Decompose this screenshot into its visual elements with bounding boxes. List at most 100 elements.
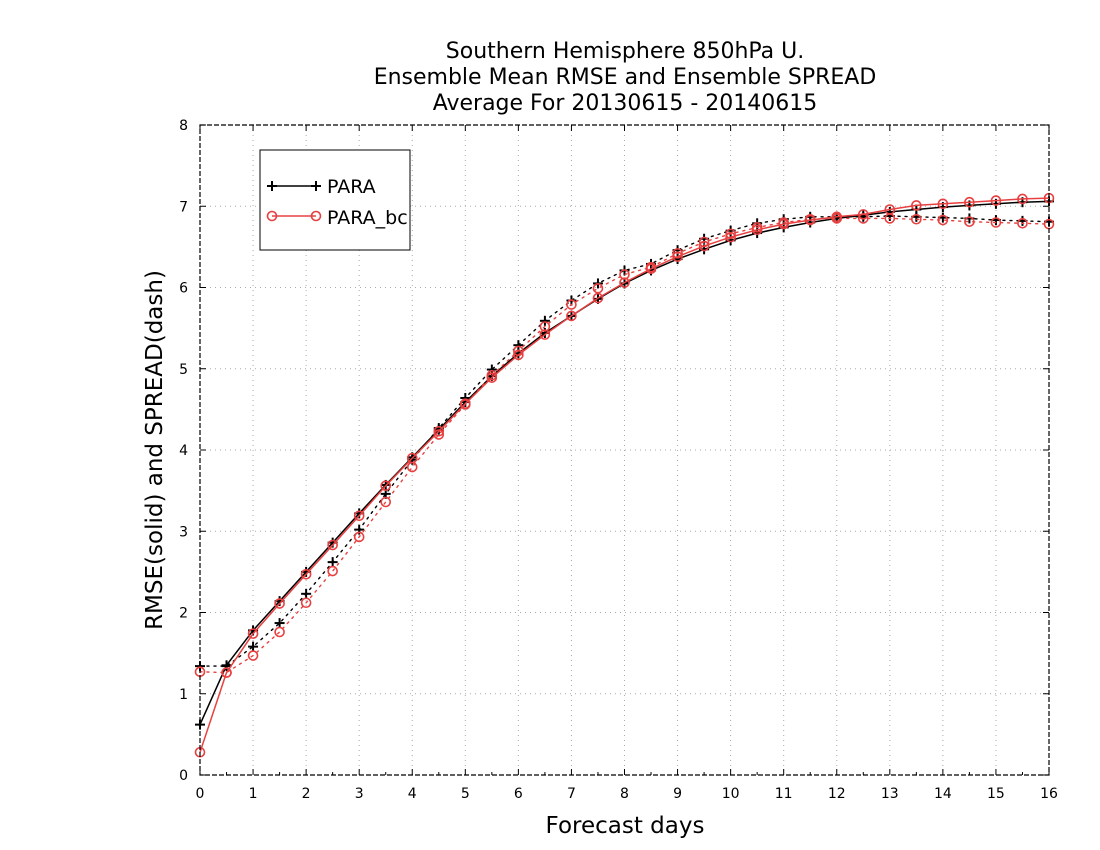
spread-point-para-bc: [725, 228, 736, 240]
spread-point-para-bc: [645, 261, 657, 273]
spread-point-para-bc: [486, 369, 498, 381]
spread-point-para-bc: [406, 461, 418, 473]
chart-title: Southern Hemisphere 850hPa U. Ensemble M…: [374, 39, 877, 116]
y-tick-label: 6: [179, 281, 188, 297]
spread-point-para-bc: [672, 248, 683, 259]
spread-point-para-bc: [804, 213, 816, 225]
spread-point-para: [301, 588, 312, 599]
spread-point-para-bc: [937, 214, 949, 226]
spread-point-para-bc: [539, 321, 551, 332]
spread-point-para-bc: [380, 496, 392, 508]
x-axis-label: Forecast days: [546, 813, 705, 839]
series-para: [195, 196, 1054, 730]
spread-point-para-bc: [1017, 218, 1028, 229]
rmse-point-para-bc: [725, 231, 736, 243]
spread-point-para-bc: [964, 216, 975, 227]
rmse-point-para-bc: [247, 628, 259, 639]
x-tick-label: 2: [302, 786, 311, 802]
x-tick-label: 16: [1040, 786, 1058, 802]
spread-point-para-bc: [300, 597, 312, 609]
y-tick-label: 8: [179, 118, 188, 134]
spread-point-para-bc: [884, 213, 896, 224]
rmse-point-para-bc: [353, 510, 365, 522]
rmse-point-para-bc: [672, 251, 683, 262]
y-tick-label: 5: [179, 362, 188, 378]
rmse-point-para-bc: [566, 310, 577, 322]
rmse-point-para-bc: [911, 200, 922, 211]
title-line-1: Southern Hemisphere 850hPa U.: [446, 39, 804, 64]
x-tick-label: 13: [881, 786, 899, 802]
x-tick-label: 3: [355, 786, 364, 802]
spread-point-para-bc: [831, 213, 843, 224]
spread-point-para-bc: [698, 236, 710, 248]
legend-marker-para-bc: [310, 210, 322, 222]
legend-box: [259, 149, 411, 251]
x-tick-label: 10: [722, 786, 740, 802]
legend: PARA PARA_bc: [259, 149, 411, 251]
rmse-line-para-bc: [199, 197, 1050, 753]
rmse-point-para-bc: [1017, 193, 1028, 205]
rmse-point-para-bc: [539, 329, 551, 340]
y-tick-label: 0: [179, 768, 188, 784]
x-tick-label: 14: [934, 786, 952, 802]
rmse-point-para-bc: [964, 196, 975, 208]
spread-point-para-bc: [274, 626, 285, 638]
spread-point-para-bc: [990, 217, 1002, 228]
y-tick-label: 7: [179, 199, 188, 215]
series-para-bc: [194, 192, 1055, 758]
spread-point-para: [327, 557, 338, 568]
plot-frame: [199, 124, 1050, 776]
series-lines: [194, 192, 1055, 758]
legend-marker-para-bc: [266, 210, 278, 222]
x-tick-label: 11: [775, 786, 793, 802]
title-line-2: Ensemble Mean RMSE and Ensemble SPREAD: [374, 65, 877, 90]
spread-point-para-bc: [911, 213, 922, 225]
x-tick-label: 4: [408, 786, 417, 802]
x-tick-label: 15: [987, 786, 1005, 802]
y-tick-label: 4: [179, 443, 188, 459]
y-axis-label: RMSE(solid) and SPREAD(dash): [142, 270, 168, 630]
rmse-point-para-bc: [990, 195, 1002, 206]
spread-point-para-bc: [857, 213, 869, 224]
legend-label-para: PARA: [327, 176, 376, 198]
y-tick-label: 1: [179, 687, 188, 703]
spread-line-para-bc: [199, 217, 1050, 674]
legend-marker-para: [311, 181, 321, 191]
spread-point-para-bc: [460, 399, 471, 410]
spread-point-para: [221, 661, 232, 672]
spread-point-para-bc: [327, 565, 338, 577]
x-tick-label: 12: [828, 786, 846, 802]
spread-point-para-bc: [592, 283, 604, 294]
rmse-point-para-bc: [937, 198, 949, 210]
rmse-point-para-bc: [857, 209, 869, 220]
rmse-point-para-bc: [327, 539, 338, 551]
x-tick-label: 6: [514, 786, 523, 802]
rmse-point-para-bc: [433, 426, 445, 437]
spread-point-para: [248, 641, 259, 652]
x-tick-label: 8: [620, 786, 629, 802]
y-tick-label: 3: [179, 524, 188, 540]
title-line-3: Average For 20130615 - 20140615: [433, 91, 818, 116]
spread-point-para-bc: [247, 650, 259, 661]
x-tick-label: 9: [673, 786, 682, 802]
x-tick-label: 7: [567, 786, 576, 802]
spread-point-para: [513, 340, 524, 351]
spread-point-para-bc: [566, 299, 577, 310]
spread-point-para-bc: [619, 269, 630, 280]
rmse-point-para-bc: [619, 277, 630, 288]
legend-keys: [266, 181, 322, 222]
spread-line-para: [199, 215, 1050, 667]
spread-point-para-bc: [433, 429, 445, 440]
rmse-point-para-bc: [513, 349, 524, 361]
rmse-point-para-bc: [698, 240, 710, 252]
rmse-point-para-bc: [300, 569, 312, 580]
y-tick-label: 2: [179, 606, 188, 622]
spread-point-para-bc: [751, 222, 763, 233]
x-tick-label: 5: [461, 786, 470, 802]
legend-label-para-bc: PARA_bc: [327, 207, 408, 229]
rmse-point-para-bc: [380, 480, 392, 492]
spread-point-para: [274, 618, 285, 629]
spread-point-para-bc: [513, 345, 524, 357]
